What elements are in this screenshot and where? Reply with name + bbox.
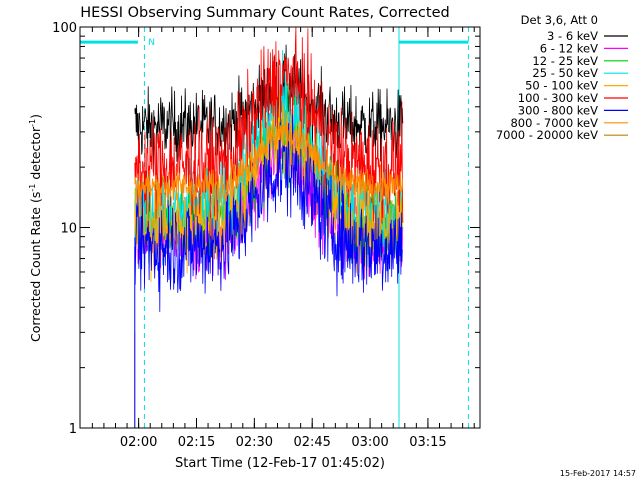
- x-tick-label-4: 03:00: [351, 435, 388, 450]
- y-tick-label-2: 100: [52, 21, 77, 36]
- y-axis-label: Corrected Count Rate (s-1 detector-1): [28, 114, 43, 342]
- plot-area: N: [79, 26, 469, 428]
- x-tick-label-3: 02:45: [293, 435, 330, 450]
- legend-label-0: 3 - 6 keV: [547, 29, 598, 43]
- x-tick-label-5: 03:15: [409, 435, 446, 450]
- series-line-6: [134, 114, 403, 312]
- legend-label-6: 300 - 800 keV: [518, 103, 598, 117]
- x-tick-label-1: 02:15: [178, 435, 215, 450]
- x-tick-label-2: 02:30: [236, 435, 273, 450]
- legend-label-7: 800 - 7000 keV: [510, 116, 598, 130]
- legend-label-5: 100 - 300 keV: [518, 91, 598, 105]
- chart-title: HESSI Observing Summary Count Rates, Cor…: [80, 5, 449, 21]
- night-annotation: N: [148, 38, 155, 48]
- x-axis: 02:00 02:15 02:30 02:45 03:00 03:15: [91, 27, 475, 450]
- legend-label-1: 6 - 12 keV: [540, 41, 598, 55]
- y-tick-label-1: 10: [60, 222, 77, 237]
- legend-label-2: 12 - 25 keV: [532, 54, 598, 68]
- footer-timestamp: 15-Feb-2017 14:57: [560, 469, 636, 478]
- x-axis-label: Start Time (12-Feb-17 01:45:02): [175, 456, 385, 471]
- legend-label-8: 7000 - 20000 keV: [496, 128, 598, 142]
- series-line-4: [134, 92, 404, 283]
- legend-label-4: 50 - 100 keV: [525, 79, 598, 93]
- y-axis: 1 10 100: [52, 21, 480, 437]
- y-tick-label-0: 1: [69, 422, 77, 437]
- x-tick-label-0: 02:00: [120, 435, 157, 450]
- legend-header: Det 3,6, Att 0: [521, 13, 598, 27]
- series-line-7: [134, 111, 404, 211]
- legend-label-3: 25 - 50 keV: [532, 66, 598, 80]
